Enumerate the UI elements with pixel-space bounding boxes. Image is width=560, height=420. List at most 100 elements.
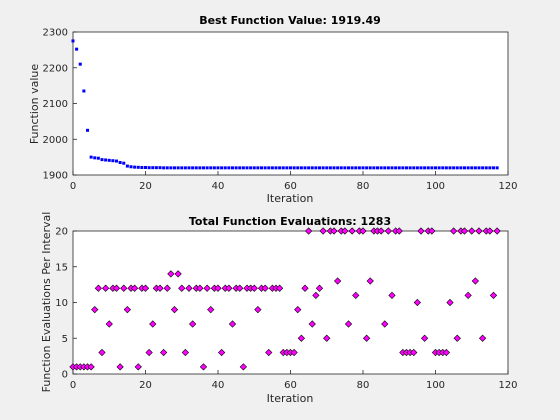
data-point <box>363 334 371 342</box>
data-point <box>290 348 298 357</box>
data-point <box>415 166 419 170</box>
data-point <box>82 89 86 93</box>
data-point <box>464 291 472 299</box>
data-point <box>145 348 153 357</box>
data-point <box>216 166 220 170</box>
y-tick-label: 2000 <box>43 135 68 146</box>
data-point <box>495 166 499 170</box>
data-point <box>276 284 284 292</box>
x-tick-label: 100 <box>426 181 445 192</box>
data-point <box>187 166 191 170</box>
data-point <box>352 291 360 299</box>
data-point <box>170 306 179 314</box>
data-point <box>332 166 336 170</box>
x-tick-label: 20 <box>139 181 152 192</box>
data-point <box>174 270 182 278</box>
data-point <box>493 227 501 235</box>
y-tick-label: 1900 <box>43 171 68 182</box>
data-point <box>96 156 100 160</box>
data-point <box>176 166 180 170</box>
data-point <box>492 166 495 170</box>
data-point <box>341 227 349 235</box>
data-point <box>209 166 213 170</box>
data-point <box>357 166 361 170</box>
y-tick-label: 2300 <box>43 28 68 39</box>
data-point <box>484 166 488 170</box>
data-point <box>189 320 197 328</box>
data-point <box>227 166 231 170</box>
data-point <box>151 166 155 170</box>
data-point <box>122 161 126 165</box>
data-point <box>154 166 158 170</box>
data-point <box>191 166 195 170</box>
data-point <box>450 227 458 235</box>
data-point <box>167 270 175 278</box>
data-point <box>379 166 383 170</box>
y-tick-label: 10 <box>55 298 68 309</box>
y-tick-label: 5 <box>62 334 68 345</box>
data-point <box>460 227 469 235</box>
data-point <box>86 128 89 132</box>
data-point <box>111 159 115 163</box>
x-tick-label: 0 <box>70 181 76 192</box>
data-point <box>212 166 216 170</box>
data-point <box>100 158 104 162</box>
data-point <box>408 166 412 170</box>
data-point <box>305 227 313 235</box>
data-point <box>315 284 324 292</box>
data-point <box>133 165 137 169</box>
data-point <box>442 348 450 357</box>
data-point <box>383 166 387 170</box>
data-point <box>323 334 331 342</box>
data-point <box>294 306 302 314</box>
data-point <box>118 160 122 164</box>
data-point <box>471 277 479 285</box>
data-point <box>104 158 108 162</box>
data-point <box>489 291 498 299</box>
y-tick-label: 2100 <box>43 99 68 110</box>
data-point <box>98 348 106 357</box>
x-tick-label: 0 <box>70 380 76 391</box>
data-point <box>381 320 389 328</box>
x-tick-label: 40 <box>212 181 225 192</box>
data-point <box>368 166 372 170</box>
data-point <box>430 166 434 170</box>
y-axis-label: Function Evaluations Per Interval <box>40 212 53 393</box>
data-point <box>203 284 211 292</box>
data-point <box>459 166 463 170</box>
data-point <box>312 291 320 299</box>
data-point <box>241 166 245 170</box>
data-point <box>343 166 347 170</box>
y-tick-label: 2200 <box>43 63 68 74</box>
data-point <box>265 348 273 357</box>
data-point <box>426 166 430 170</box>
data-point <box>481 166 485 170</box>
data-point <box>239 363 247 371</box>
data-point <box>308 320 316 328</box>
data-point <box>314 166 318 170</box>
data-point <box>446 298 454 307</box>
data-point <box>297 334 305 342</box>
data-point <box>301 284 309 292</box>
data-point <box>401 166 405 170</box>
data-point <box>413 298 421 307</box>
data-point <box>405 166 408 170</box>
data-point <box>202 166 205 170</box>
data-point <box>207 306 215 314</box>
data-point <box>372 166 376 170</box>
data-point <box>102 284 110 292</box>
data-point <box>441 166 445 170</box>
plot-area <box>72 31 509 176</box>
data-point <box>336 166 340 170</box>
data-point <box>390 166 394 170</box>
data-point <box>156 284 164 292</box>
data-point <box>180 166 184 170</box>
data-point <box>274 166 278 170</box>
data-point <box>178 284 186 292</box>
data-point <box>479 334 487 342</box>
data-point <box>365 166 369 170</box>
data-point <box>125 164 129 168</box>
data-point <box>91 306 99 314</box>
x-tick-label: 60 <box>284 380 297 391</box>
data-point <box>107 158 111 162</box>
